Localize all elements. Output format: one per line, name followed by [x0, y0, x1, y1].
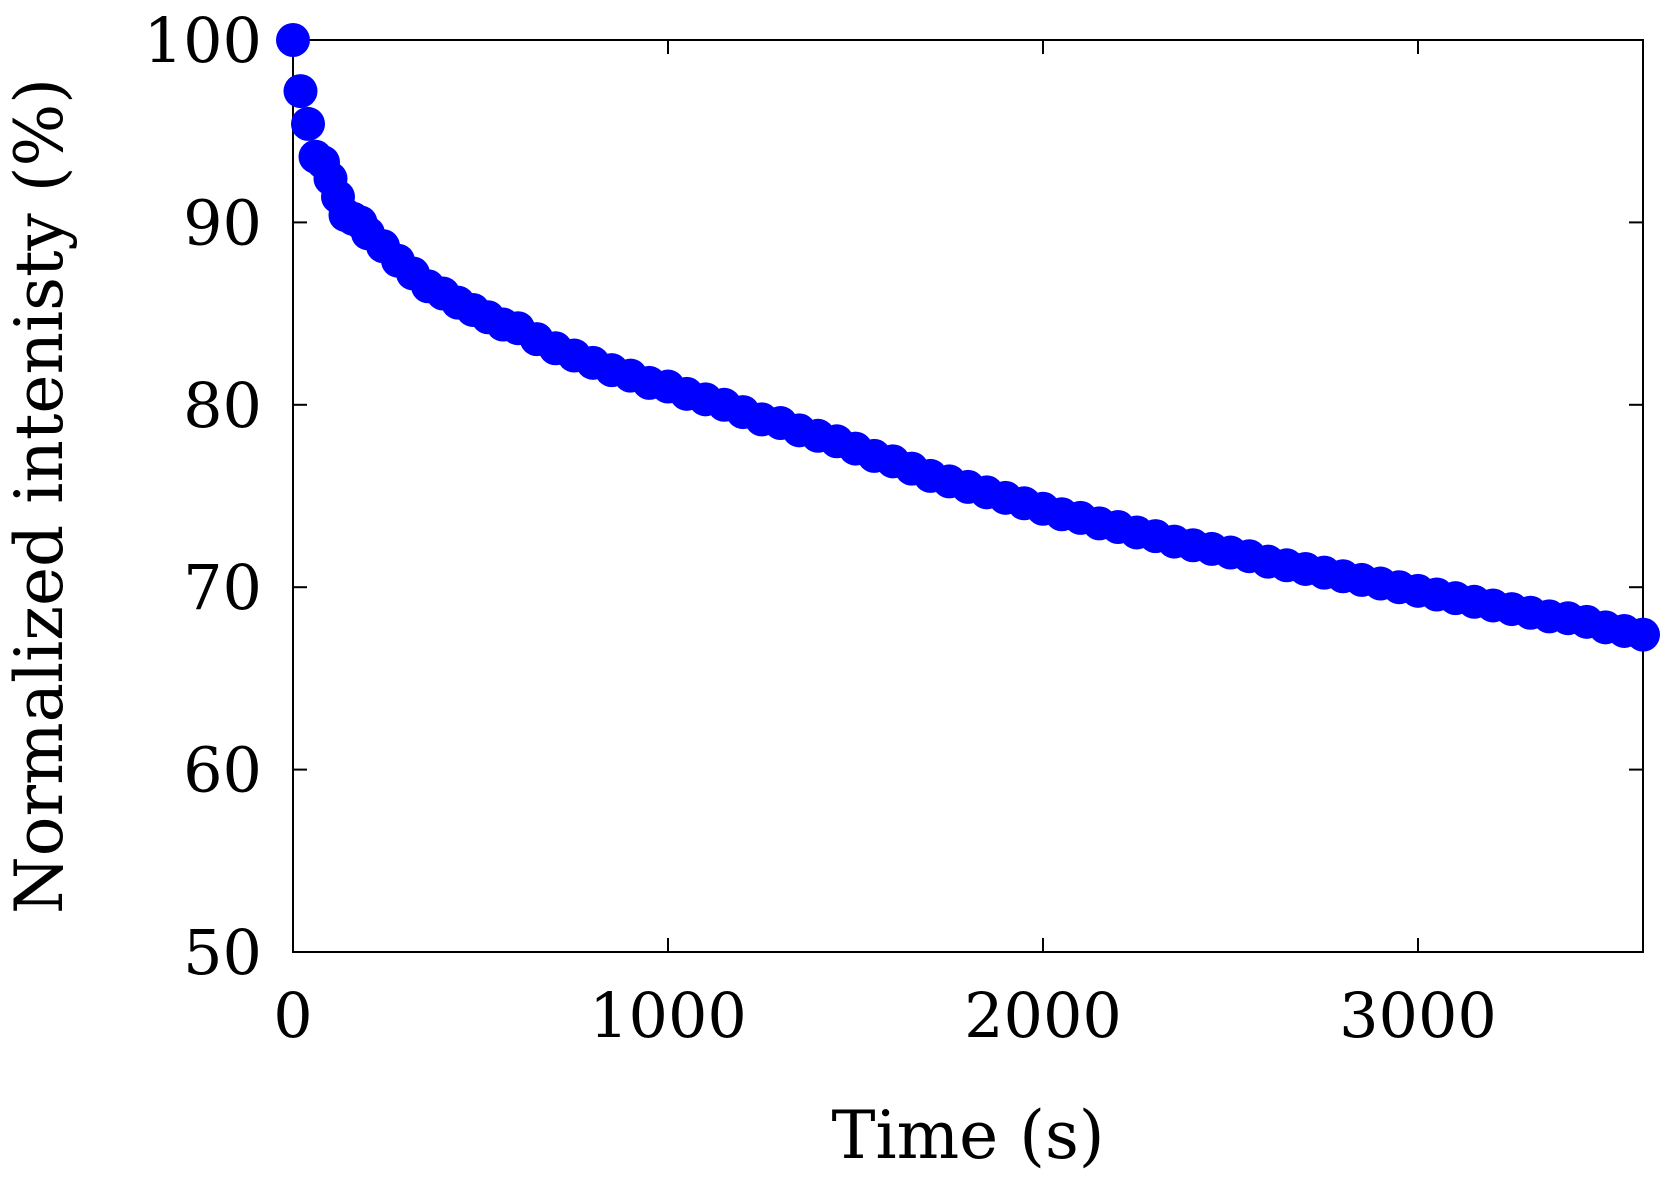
y-ticks: 50 60 70 80 90 100: [144, 4, 1643, 989]
y-tick-label: 90: [183, 186, 262, 259]
y-tick-label: 80: [183, 369, 262, 442]
plot-frame: [292, 39, 1644, 953]
data-point: [1626, 617, 1660, 652]
x-tick-label: 2000: [964, 979, 1122, 1052]
y-tick-label: 70: [183, 551, 262, 624]
data-point: [276, 23, 310, 57]
y-tick-label: 50: [183, 916, 262, 989]
data-point: [283, 74, 318, 109]
x-tick-label: 3000: [1339, 979, 1497, 1052]
x-tick-label: 0: [273, 979, 312, 1052]
y-tick-label: 100: [144, 4, 262, 77]
data-point: [291, 106, 325, 141]
x-axis-title: Time (s): [831, 1097, 1104, 1174]
y-axis-title: Normalized intenisty (%): [1, 78, 78, 914]
x-ticks: 0 1000 2000 3000: [273, 40, 1497, 1052]
y-tick-label: 60: [183, 734, 262, 807]
x-tick-label: 1000: [589, 979, 747, 1052]
data-points: [276, 23, 1660, 652]
